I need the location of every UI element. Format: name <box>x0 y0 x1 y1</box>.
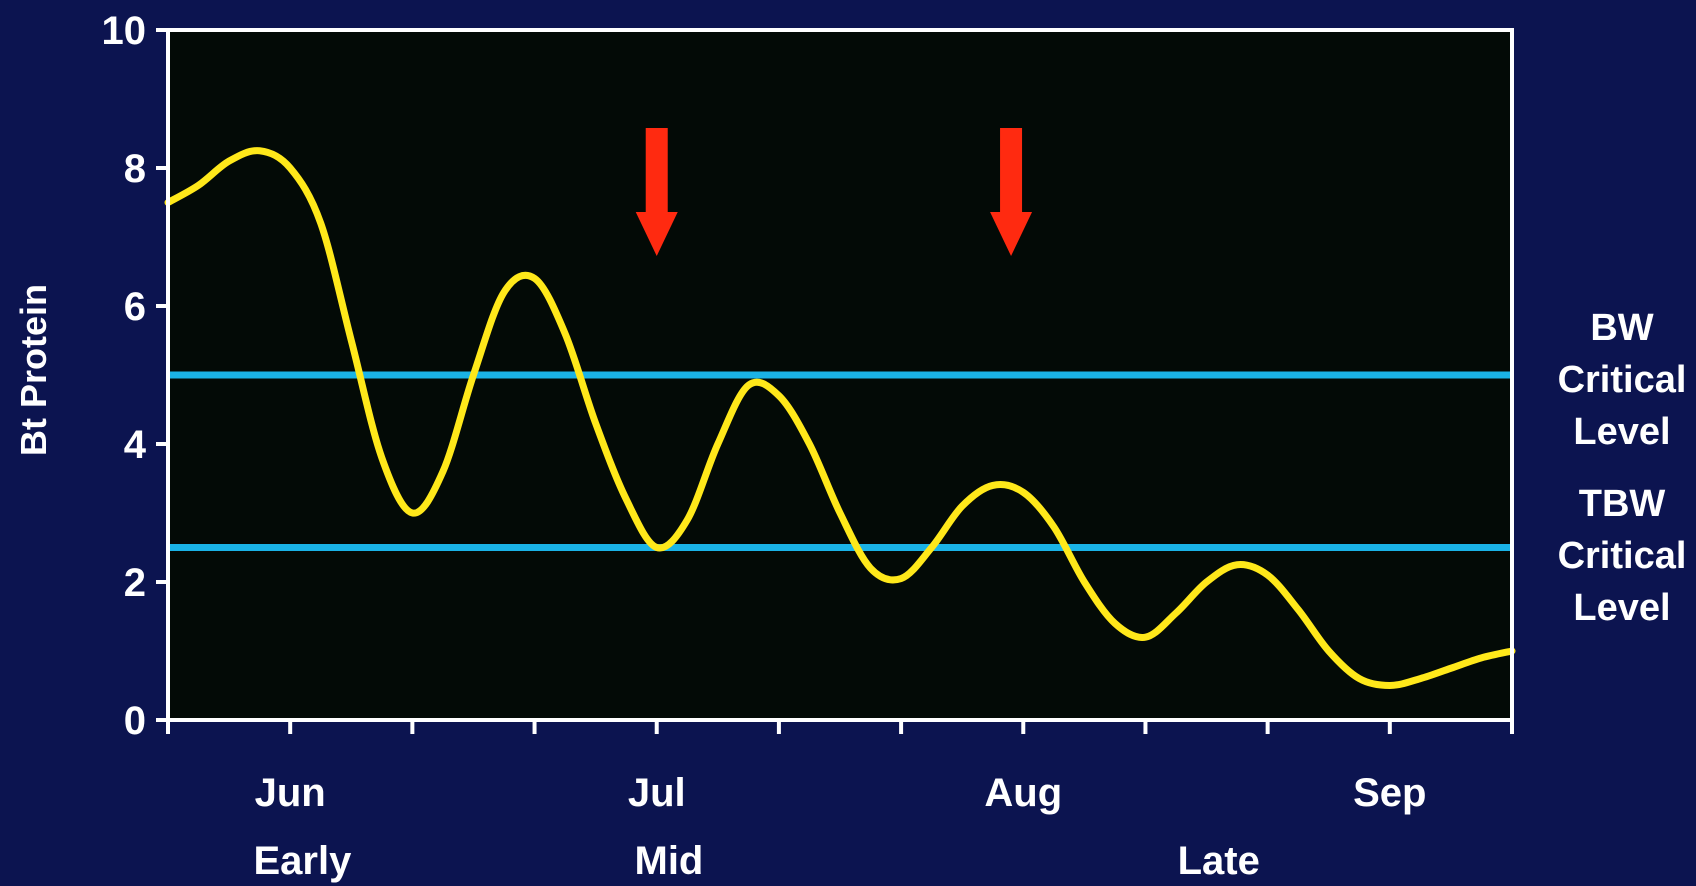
reference-labels: BW Critical Level TBW Critical Level <box>1558 307 1687 629</box>
reference-label-0-line-1: Critical <box>1558 359 1687 401</box>
arrow-annotations <box>635 128 1033 256</box>
reference-label-1-line-0: TBW <box>1579 483 1666 525</box>
y-tick-label-1: 2 <box>124 561 146 605</box>
arrow-annotation-0 <box>635 128 678 256</box>
arrow-annotation-1 <box>990 128 1033 256</box>
month-label-3: Sep <box>1353 771 1426 815</box>
y-axis-label: Bt Protein <box>13 284 54 456</box>
month-label-2: Aug <box>984 771 1062 815</box>
month-label-1: Jul <box>628 771 686 815</box>
y-tick-label-2: 4 <box>124 423 147 467</box>
x-ticks: Jun Jul Aug Sep Early Mid Late <box>166 720 1514 883</box>
month-label-0: Jun <box>255 771 326 815</box>
reference-label-1-line-1: Critical <box>1558 535 1687 577</box>
reference-label-0-line-0: BW <box>1590 307 1653 349</box>
reference-label-1-line-2: Level <box>1573 587 1670 629</box>
plot-frame <box>166 28 1514 722</box>
y-tick-label-0: 0 <box>124 699 146 743</box>
reference-label-0-line-2: Level <box>1573 411 1670 453</box>
y-tick-label-4: 8 <box>124 147 146 191</box>
y-ticks: 0 2 4 6 8 10 <box>102 9 168 743</box>
reference-lines <box>168 371 1512 551</box>
bt-protein-line <box>164 147 1516 689</box>
axes <box>166 28 1514 722</box>
period-label-0: Early <box>253 839 352 883</box>
y-tick-label-3: 6 <box>124 285 146 329</box>
period-label-2: Late <box>1178 839 1260 883</box>
y-tick-label-5: 10 <box>102 9 147 53</box>
period-label-1: Mid <box>635 839 704 883</box>
